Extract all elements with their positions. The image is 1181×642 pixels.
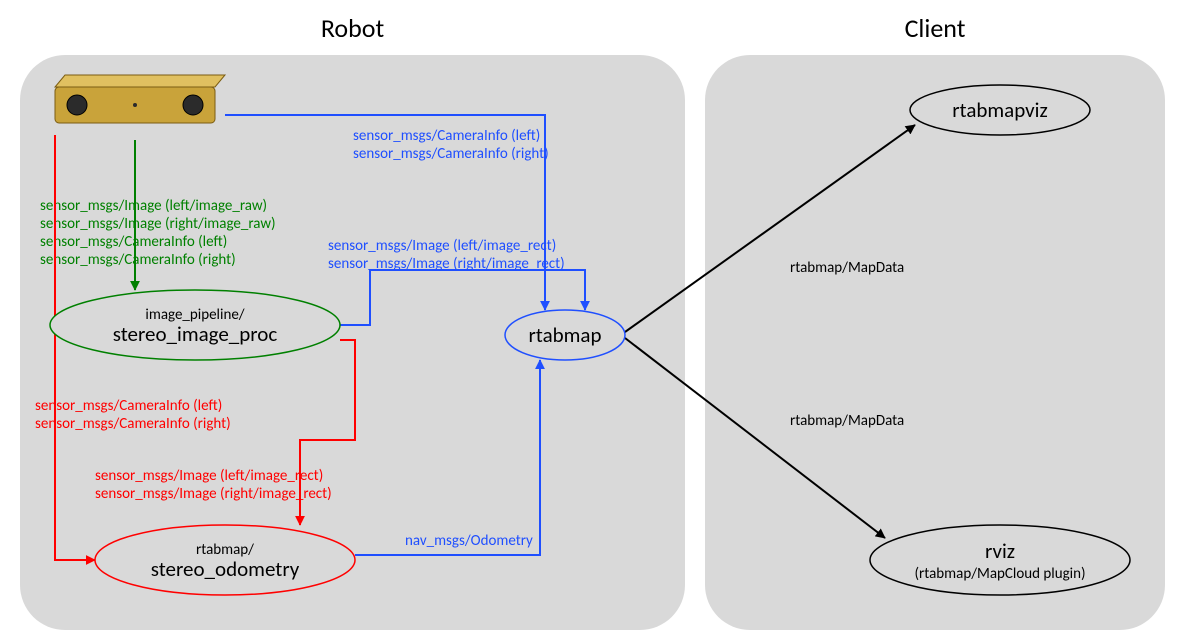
edge-label-sip_to_odom_rect-1: sensor_msgs/Image (right/image_rect) xyxy=(95,485,332,503)
node-rviz: rviz(rtabmap/MapCloud plugin) xyxy=(870,525,1130,595)
edge-label-cam_to_rtabmap_info-1: sensor_msgs/CameraInfo (right) xyxy=(353,145,549,163)
edge-label-cam_to_sip-1: sensor_msgs/Image (right/image_raw) xyxy=(40,215,276,233)
node-rtabmap-label: rtabmap xyxy=(528,322,601,348)
stereo-camera-icon xyxy=(55,75,225,123)
edge-label-sip_to_rtabmap-1: sensor_msgs/Image (right/image_rect) xyxy=(328,255,565,273)
edge-label-cam_to_sip-0: sensor_msgs/Image (left/image_raw) xyxy=(40,197,267,215)
node-stereo_image_proc-line2: stereo_image_proc xyxy=(113,321,278,347)
edge-label-cam_to_odom_caminfo-0: sensor_msgs/CameraInfo (left) xyxy=(35,397,222,415)
robot-title: Robot xyxy=(321,12,385,44)
node-rtabmapviz-label: rtabmapviz xyxy=(952,97,1048,123)
node-stereo_odometry: rtabmap/stereo_odometry xyxy=(95,525,355,595)
node-stereo_odometry-line2: stereo_odometry xyxy=(151,556,300,582)
edge-label-cam_to_sip-3: sensor_msgs/CameraInfo (right) xyxy=(40,251,236,269)
node-stereo_image_proc: image_pipeline/stereo_image_proc xyxy=(50,290,340,360)
node-rtabmapviz: rtabmapviz xyxy=(910,85,1090,135)
edge-label-odom_to_rtabmap-0: nav_msgs/Odometry xyxy=(405,532,533,550)
node-rviz-line2: (rtabmap/MapCloud plugin) xyxy=(914,565,1085,583)
edge-label-sip_to_odom_rect-0: sensor_msgs/Image (left/image_rect) xyxy=(95,467,323,485)
edge-label-rtabmap_to_viz-0: rtabmap/MapData xyxy=(790,259,904,277)
edge-label-cam_to_sip-2: sensor_msgs/CameraInfo (left) xyxy=(40,233,227,251)
node-rtabmap: rtabmap xyxy=(505,310,625,360)
edge-label-rtabmap_to_rviz-0: rtabmap/MapData xyxy=(790,412,904,430)
node-rviz-line1: rviz xyxy=(985,538,1015,564)
client-title: Client xyxy=(905,12,966,44)
edge-label-sip_to_rtabmap-0: sensor_msgs/Image (left/image_rect) xyxy=(328,237,556,255)
edge-label-cam_to_odom_caminfo-1: sensor_msgs/CameraInfo (right) xyxy=(35,415,231,433)
edge-label-cam_to_rtabmap_info-0: sensor_msgs/CameraInfo (left) xyxy=(353,127,540,145)
